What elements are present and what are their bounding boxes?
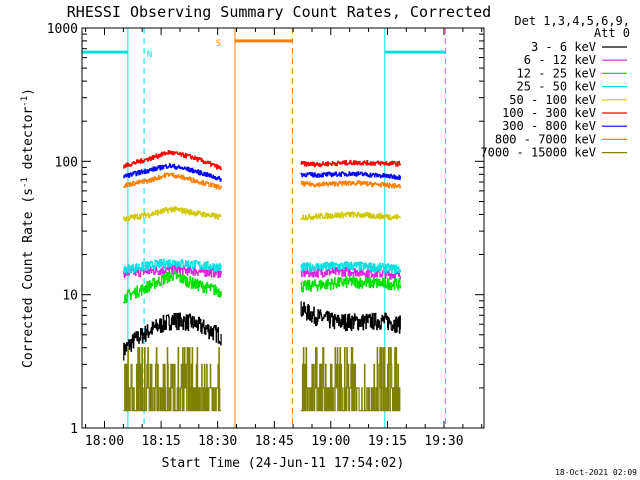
series-8 — [123, 347, 401, 412]
y-axis-label: Corrected Count Rate (s-1 detector-1) — [20, 88, 36, 368]
series-line — [123, 270, 222, 304]
y-tick-label: 1 — [70, 422, 78, 437]
series-line — [300, 211, 401, 221]
x-axis-label: Start Time (24-Jun-11 17:54:02) — [162, 456, 405, 471]
series-line — [300, 275, 401, 293]
series-lines — [123, 150, 401, 412]
legend-entry-label: 25 - 50 keV — [517, 80, 596, 94]
x-tick-label: 18:15 — [142, 434, 181, 449]
legend-entry-label: 7000 - 15000 keV — [480, 146, 596, 160]
series-line — [300, 159, 401, 168]
series-line — [300, 261, 401, 274]
series-7 — [123, 172, 401, 190]
series-line — [123, 150, 222, 171]
x-tick-label: 19:00 — [311, 434, 350, 449]
y-axis-label-sup2: -1 — [20, 96, 30, 107]
series-line — [123, 312, 222, 361]
footer-timestamp: 18-Oct-2021 02:09 — [555, 468, 637, 477]
chart-title: RHESSI Observing Summary Count Rates, Co… — [67, 3, 491, 21]
x-tick-label: 18:00 — [85, 434, 124, 449]
series-line — [300, 347, 401, 412]
y-axis-label-end: ) — [21, 88, 36, 96]
x-tick-label: 19:30 — [424, 434, 463, 449]
series-2 — [123, 270, 401, 304]
series-0 — [123, 301, 401, 361]
x-tick-label: 18:45 — [255, 434, 294, 449]
legend-entry-label: 3 - 6 keV — [531, 40, 596, 54]
flag-label: S — [216, 39, 221, 49]
series-line — [300, 180, 401, 189]
y-axis-label-sup1: -1 — [20, 177, 30, 188]
legend-entry-label: 300 - 800 keV — [502, 119, 596, 133]
series-line — [123, 258, 222, 274]
legend-header-line2: Att 0 — [594, 26, 630, 40]
x-tick-label: 18:30 — [198, 434, 237, 449]
series-3 — [123, 258, 401, 274]
axes: 18:00 18:15 18:30 18:45 19:00 19:15 19:30 1 10 10… — [47, 22, 484, 449]
y-tick-label: 1000 — [47, 22, 78, 37]
plot-frame — [81, 27, 485, 429]
flag-label: N — [147, 50, 152, 60]
series-line — [300, 171, 401, 181]
series-line — [300, 301, 401, 334]
legend-entry-label: 50 - 100 keV — [509, 93, 596, 107]
series-line — [123, 206, 222, 222]
legend-entry-label: 800 - 7000 keV — [495, 132, 596, 146]
series-line — [123, 347, 222, 412]
y-tick-label: 10 — [62, 289, 78, 304]
legend-entry-label: 6 - 12 keV — [524, 53, 596, 67]
series-line — [123, 172, 222, 190]
legend-header-line1: Det 1,3,4,5,6,9, — [514, 14, 630, 28]
legend-entry-label: 100 - 300 keV — [502, 106, 596, 120]
y-tick-label: 100 — [55, 155, 78, 170]
legend-entry-label: 12 - 25 keV — [517, 66, 596, 80]
y-axis-label-mid: detector — [21, 107, 36, 178]
x-tick-label: 19:15 — [368, 434, 407, 449]
y-axis-label-main: Corrected Count Rate (s — [21, 188, 36, 368]
series-6 — [123, 163, 401, 182]
series-4 — [123, 206, 401, 222]
series-line — [123, 163, 222, 182]
series-5 — [123, 150, 401, 171]
